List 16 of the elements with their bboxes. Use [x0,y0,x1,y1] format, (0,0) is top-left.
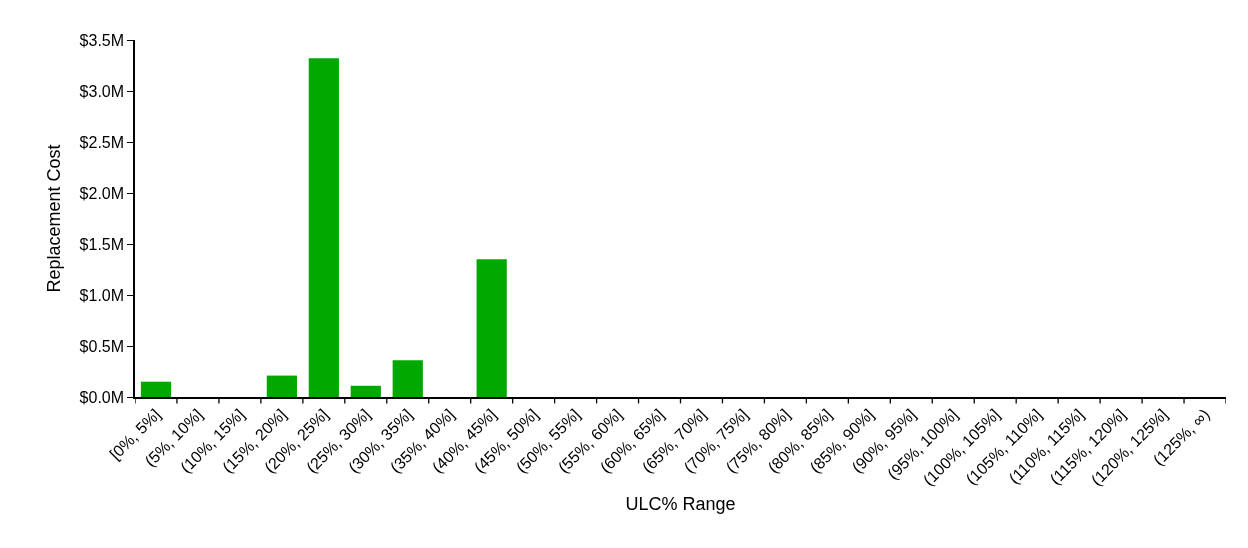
y-tick-label: $2.0M [79,184,125,202]
y-tick-label: $1.5M [79,235,125,253]
y-tick-label: $3.5M [79,31,125,49]
bar [392,360,423,397]
bar [308,58,339,397]
y-tick-label: $2.5M [79,133,125,151]
x-axis-title: ULC% Range [625,494,736,515]
bar [140,381,172,397]
y-tick-label: $1.0M [79,286,125,304]
y-tick-label: $0.0M [79,388,125,406]
bar [476,259,507,397]
y-tick-label: $3.0M [79,82,125,100]
y-axis-title: Replacement Cost [44,144,65,293]
bar [350,385,381,397]
bar [266,375,297,397]
y-tick-label: $0.5M [79,337,125,355]
